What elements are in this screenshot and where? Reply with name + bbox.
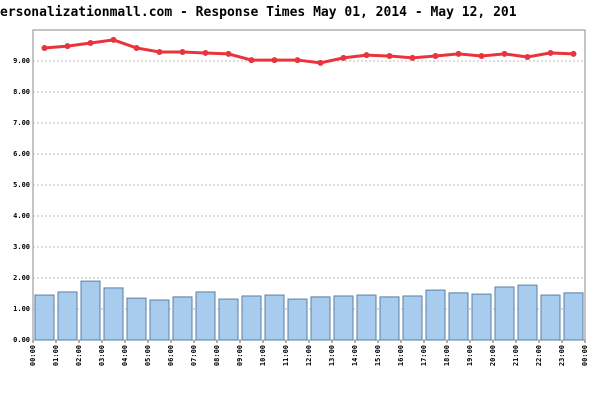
x-tick-label: 02:00	[75, 345, 83, 366]
x-tick-label: 15:00	[374, 345, 382, 366]
point	[294, 57, 301, 64]
point	[478, 53, 485, 60]
bar	[80, 280, 101, 341]
bar	[402, 295, 423, 341]
y-tick-label: 8.00	[13, 88, 30, 96]
y-tick-label: 9.00	[13, 57, 30, 65]
point	[156, 49, 163, 56]
bar	[563, 292, 584, 341]
bar	[218, 298, 239, 341]
x-tick-label: 21:00	[512, 345, 520, 366]
point	[455, 50, 462, 57]
point	[432, 53, 439, 60]
y-tick-label: 2.00	[13, 274, 30, 282]
point	[41, 44, 48, 51]
point	[340, 54, 347, 61]
bar	[264, 294, 285, 341]
bar	[517, 284, 538, 341]
bar	[126, 297, 147, 341]
point	[87, 40, 94, 47]
bar	[310, 296, 331, 341]
x-tick-label: 16:00	[397, 345, 405, 366]
y-tick-label: 6.00	[13, 150, 30, 158]
x-tick-label: 10:00	[259, 345, 267, 366]
bar	[333, 295, 354, 341]
point	[133, 44, 140, 51]
bar	[448, 292, 469, 341]
point	[64, 43, 71, 50]
x-tick-label: 04:00	[121, 345, 129, 366]
x-tick-label: 22:00	[535, 345, 543, 366]
bar	[172, 296, 193, 341]
point	[202, 49, 209, 56]
point	[524, 53, 531, 60]
x-tick-label: 05:00	[144, 345, 152, 366]
y-tick-label: 3.00	[13, 243, 30, 251]
x-tick-label: 08:00	[213, 345, 221, 366]
x-tick-label: 18:00	[443, 345, 451, 366]
point	[409, 54, 416, 61]
point	[317, 59, 324, 66]
x-tick-label: 23:00	[558, 345, 566, 366]
bar	[425, 289, 446, 341]
point	[501, 50, 508, 57]
x-tick-label: 00:00	[29, 345, 37, 366]
x-tick-label: 00:00	[581, 345, 589, 366]
y-tick-label: 0.00	[13, 336, 30, 344]
x-tick-label: 03:00	[98, 345, 106, 366]
bar	[471, 293, 492, 341]
bar	[540, 294, 561, 341]
bar	[494, 286, 515, 341]
x-tick-label: 06:00	[167, 345, 175, 366]
x-tick-label: 19:00	[466, 345, 474, 366]
bar	[379, 296, 400, 341]
bar	[57, 291, 78, 341]
x-tick-label: 14:00	[351, 345, 359, 366]
point	[363, 52, 370, 59]
y-tick-label: 1.00	[13, 305, 30, 313]
bar	[287, 298, 308, 341]
point	[547, 49, 554, 56]
point	[386, 53, 393, 60]
x-tick-label: 20:00	[489, 345, 497, 366]
x-tick-label: 11:00	[282, 345, 290, 366]
point	[248, 57, 255, 64]
point	[570, 50, 577, 57]
bar	[195, 291, 216, 341]
x-tick-label: 09:00	[236, 345, 244, 366]
x-tick-label: 17:00	[420, 345, 428, 366]
x-tick-label: 13:00	[328, 345, 336, 366]
point	[225, 50, 232, 57]
y-tick-label: 4.00	[13, 212, 30, 220]
x-tick-label: 07:00	[190, 345, 198, 366]
x-tick-label: 12:00	[305, 345, 313, 366]
y-tick-label: 7.00	[13, 119, 30, 127]
y-tick-label: 5.00	[13, 181, 30, 189]
x-tick-label: 01:00	[52, 345, 60, 366]
bar	[241, 295, 262, 341]
point	[110, 36, 117, 43]
chart-title: ersonalizationmall.com - Response Times …	[0, 5, 517, 20]
bar	[356, 294, 377, 341]
point	[179, 49, 186, 56]
bar	[103, 287, 124, 341]
bar	[149, 299, 170, 341]
point	[271, 57, 278, 64]
line	[44, 38, 574, 65]
bar	[34, 294, 55, 341]
